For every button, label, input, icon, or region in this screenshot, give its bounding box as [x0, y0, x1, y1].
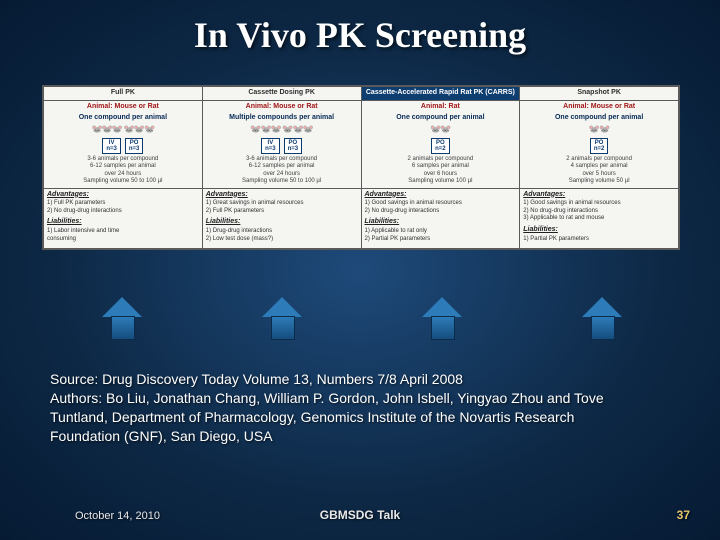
adv-2: Advantages: 1) Good savings in animal re… [361, 188, 520, 249]
dose-box: IVn=3 [102, 138, 121, 154]
adv-row: Advantages: 1) Full PK parameters2) No d… [44, 188, 679, 249]
dose-box: POn=3 [125, 138, 144, 154]
dose-0: IVn=3 POn=3 [47, 138, 199, 154]
body-row: Animal: Mouse or Rat One compound per an… [44, 100, 679, 188]
col-body-0: Animal: Mouse or Rat One compound per an… [44, 100, 203, 188]
adv-1: Advantages: 1) Great savings in animal r… [202, 188, 361, 249]
pk-comparison-table: Full PK Cassette Dosing PK Cassette-Acce… [42, 85, 680, 250]
mice-icon-2: 🐭🐭 [365, 124, 517, 135]
animal-0: Animal: Mouse or Rat [47, 103, 199, 112]
advantages-1: 1) Great savings in animal resources2) F… [206, 200, 358, 215]
dose-2: POn=2 [365, 138, 517, 154]
animal-3: Animal: Mouse or Rat [523, 103, 675, 112]
liabilities-label: Liabilities: [206, 218, 358, 227]
liabilities-3: 1) Partial PK parameters [523, 236, 675, 244]
advantages-label: Advantages: [365, 191, 517, 200]
arrow-row [42, 300, 678, 350]
liabilities-label: Liabilities: [47, 218, 199, 227]
col-body-2: Animal: Rat One compound per animal 🐭🐭 P… [361, 100, 520, 188]
advantages-3: 1) Good savings in animal resources2) No… [523, 200, 675, 223]
col-title-2: Cassette-Accelerated Rapid Rat PK (CARRS… [361, 87, 520, 101]
slide-title: In Vivo PK Screening [0, 0, 720, 56]
advantages-label: Advantages: [47, 191, 199, 200]
slide: In Vivo PK Screening Full PK Cassette Do… [0, 0, 720, 540]
footer-title: GBMSDG Talk [0, 508, 720, 522]
liabilities-label: Liabilities: [523, 226, 675, 235]
liabilities-0: 1) Labor intensive and time consuming [47, 228, 199, 243]
liabilities-2: 1) Applicable to rat only2) Partial PK p… [365, 228, 517, 243]
header-row: Full PK Cassette Dosing PK Cassette-Acce… [44, 87, 679, 101]
animal-1: Animal: Mouse or Rat [206, 103, 358, 112]
page-number: 37 [677, 508, 690, 522]
col-body-3: Animal: Mouse or Rat One compound per an… [520, 100, 679, 188]
details-0: 3-6 animals per compound6-12 samples per… [47, 156, 199, 186]
advantages-2: 1) Good savings in animal resources2) No… [365, 200, 517, 215]
liabilities-1: 1) Drug-drug interactions2) Low test dos… [206, 228, 358, 243]
dose-box: IVn=3 [261, 138, 280, 154]
details-2: 2 animals per compound6 samples per anim… [365, 156, 517, 186]
col-title-1: Cassette Dosing PK [202, 87, 361, 101]
liabilities-label: Liabilities: [365, 218, 517, 227]
dose-box: POn=3 [284, 138, 303, 154]
compound-1: Multiple compounds per animal [206, 114, 358, 123]
adv-0: Advantages: 1) Full PK parameters2) No d… [44, 188, 203, 249]
compound-0: One compound per animal [47, 114, 199, 123]
col-title-3: Snapshot PK [520, 87, 679, 101]
advantages-label: Advantages: [523, 191, 675, 200]
advantages-label: Advantages: [206, 191, 358, 200]
col-body-1: Animal: Mouse or Rat Multiple compounds … [202, 100, 361, 188]
mice-icon-3: 🐭🐭 [523, 124, 675, 135]
dose-3: POn=2 [523, 138, 675, 154]
source-citation: Source: Drug Discovery Today Volume 13, … [50, 370, 610, 446]
col-title-0: Full PK [44, 87, 203, 101]
dose-1: IVn=3 POn=3 [206, 138, 358, 154]
dose-box: POn=2 [431, 138, 450, 154]
advantages-0: 1) Full PK parameters2) No drug-drug int… [47, 200, 199, 215]
compound-3: One compound per animal [523, 114, 675, 123]
adv-3: Advantages: 1) Good savings in animal re… [520, 188, 679, 249]
mice-icon-0: 🐭🐭🐭 🐭🐭🐭 [47, 124, 199, 135]
details-3: 2 animals per compound4 samples per anim… [523, 156, 675, 186]
dose-box: POn=2 [590, 138, 609, 154]
animal-2: Animal: Rat [365, 103, 517, 112]
details-1: 3-6 animals per compound6-12 samples per… [206, 156, 358, 186]
mice-icon-1: 🐭🐭🐭 🐭🐭🐭 [206, 124, 358, 135]
compound-2: One compound per animal [365, 114, 517, 123]
